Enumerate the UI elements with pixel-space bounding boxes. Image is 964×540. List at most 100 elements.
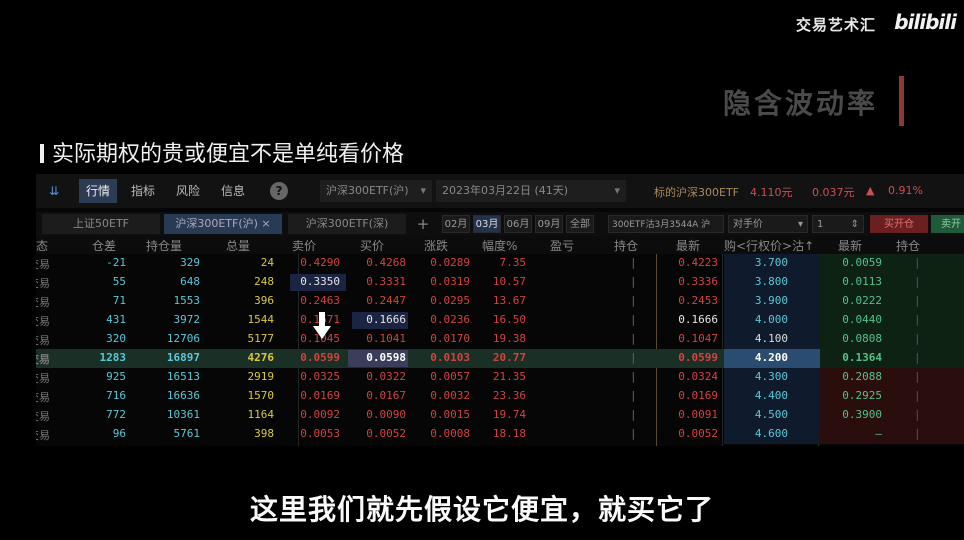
month-jun[interactable]: 06月 — [504, 215, 532, 233]
tab-csi300-sz[interactable]: 沪深300ETF(深) — [288, 214, 406, 234]
cell-plast[interactable]: 0.0113 — [842, 275, 882, 288]
cell-last[interactable]: 0.0091 — [678, 408, 718, 421]
cell-pct: 16.50 — [492, 313, 526, 326]
cell-plast[interactable]: 0.0440 — [842, 313, 882, 326]
cell-plast[interactable]: 0.3900 — [842, 408, 882, 421]
underlying-select[interactable]: 沪深300ETF(沪) ▾ — [320, 180, 432, 202]
cell-strike: 4.600 — [754, 427, 788, 440]
table-row[interactable]: 交易 772 10361 1164 0.0092 0.0090 0.0015 19.74 0.0… — [36, 406, 964, 425]
cell-bid[interactable]: 0.2447 — [366, 294, 406, 307]
qty-stepper[interactable]: 1 ⇕ — [812, 215, 864, 233]
cell-pct: 10.57 — [492, 275, 526, 288]
sort-icon[interactable]: ⇊ — [48, 184, 60, 198]
position-marker: | — [914, 294, 921, 307]
cell-pct: 19.74 — [492, 408, 526, 421]
target-label: 标的沪深300ETF — [654, 186, 739, 199]
cell-bid[interactable]: 0.0598 — [366, 351, 406, 364]
col-oi[interactable]: 持仓量 — [146, 239, 183, 253]
col-put-position[interactable]: 持仓 — [896, 239, 921, 253]
cell-ask[interactable]: 0.4290 — [300, 256, 340, 269]
cell-plast[interactable]: 0.2088 — [842, 370, 882, 383]
col-position[interactable]: 持仓 — [614, 239, 639, 253]
table-row[interactable]: 交易 1283 16897 4276 0.0599 0.0598 0.0103 20.77 0.… — [36, 349, 964, 368]
buy-open-button[interactable]: 买开仓 — [870, 215, 928, 233]
cell-last[interactable]: 0.0169 — [678, 389, 718, 402]
sell-open-button[interactable]: 卖开 — [931, 215, 964, 233]
col-bid[interactable]: 买价 — [360, 239, 385, 253]
cell-plast[interactable]: 0.0222 — [842, 294, 882, 307]
cell-chg: 0.0008 — [430, 427, 470, 440]
table-row[interactable]: 交易 320 12706 5177 0.1045 0.1041 0.0170 19.38 0.1… — [36, 330, 964, 349]
cell-last[interactable]: 0.4223 — [678, 256, 718, 269]
col-pnl[interactable]: 盈亏 — [550, 239, 575, 253]
tab-csi300-sh[interactable]: 沪深300ETF(沪) × — [164, 214, 282, 234]
cell-plast[interactable]: 0.1364 — [842, 351, 882, 364]
close-icon[interactable]: × — [261, 217, 271, 230]
cell-ask[interactable]: 0.3350 — [300, 275, 340, 288]
cell-bid[interactable]: 0.1666 — [366, 313, 406, 326]
cell-ask[interactable]: 0.0092 — [300, 408, 340, 421]
cell-plast[interactable]: 0.0059 — [842, 256, 882, 269]
price-type-select[interactable]: 对手价 ▾ — [728, 215, 808, 233]
cell-ask[interactable]: 0.0599 — [300, 351, 340, 364]
month-mar[interactable]: 03月 — [473, 215, 501, 233]
tab-indicators[interactable]: 指标 — [130, 184, 155, 198]
chevron-down-icon: ▾ — [420, 184, 426, 197]
col-change[interactable]: 涨跌 — [424, 239, 449, 253]
col-volume[interactable]: 总量 — [226, 239, 251, 253]
cell-last[interactable]: 0.0599 — [678, 351, 718, 364]
cell-plast[interactable]: 0.2925 — [842, 389, 882, 402]
table-row[interactable]: 交易 96 5761 398 0.0053 0.0052 0.0008 18.18 0.0052… — [36, 425, 964, 444]
cell-last[interactable]: 0.0324 — [678, 370, 718, 383]
col-last[interactable]: 最新 — [676, 239, 701, 253]
strike-cell-bg — [724, 349, 820, 368]
col-oi-diff[interactable]: 仓差 — [92, 239, 117, 253]
cell-status: 交易 — [36, 277, 50, 290]
table-row[interactable]: 交易 925 16513 2919 0.0325 0.0322 0.0057 21.35 0.0… — [36, 368, 964, 387]
cell-bid[interactable]: 0.3331 — [366, 275, 406, 288]
col-ask[interactable]: 卖价 — [292, 239, 317, 253]
tab-info[interactable]: 信息 — [220, 184, 245, 198]
cell-plast[interactable]: — — [875, 427, 882, 440]
month-sep[interactable]: 09月 — [535, 215, 563, 233]
add-tab-button[interactable]: + — [412, 214, 434, 234]
cell-pct: 23.36 — [492, 389, 526, 402]
help-icon[interactable]: ? — [270, 182, 288, 200]
cell-last[interactable]: 0.2453 — [678, 294, 718, 307]
cell-ask[interactable]: 0.0325 — [300, 370, 340, 383]
cell-bid[interactable]: 0.0322 — [366, 370, 406, 383]
cell-last[interactable]: 0.0052 — [678, 427, 718, 440]
cell-vol: 1164 — [247, 408, 275, 421]
contract-field[interactable]: 300ETF沽3月3544A 沪 — [608, 215, 724, 233]
cell-chg: 0.0103 — [430, 351, 470, 364]
table-row[interactable]: 交易 71 1553 396 0.2463 0.2447 0.0295 13.67 0.2453… — [36, 292, 964, 311]
col-strike[interactable]: 购<行权价>沽↑ — [724, 239, 815, 253]
tab-risk[interactable]: 风险 — [175, 184, 200, 198]
col-pct[interactable]: 幅度% — [482, 239, 518, 253]
month-all[interactable]: 全部 — [566, 215, 594, 233]
table-row[interactable]: 交易 716 16636 1570 0.0169 0.0167 0.0032 23.36 0.0… — [36, 387, 964, 406]
cell-ask[interactable]: 0.1045 — [300, 332, 340, 345]
cell-ask[interactable]: 0.0169 — [300, 389, 340, 402]
cell-bid[interactable]: 0.4268 — [366, 256, 406, 269]
tab-quotes[interactable]: 行情 — [79, 179, 117, 203]
cell-last[interactable]: 0.1047 — [678, 332, 718, 345]
col-put-last[interactable]: 最新 — [838, 239, 863, 253]
tab-sse50etf[interactable]: 上证50ETF — [42, 214, 160, 234]
cell-oi: 329 — [180, 256, 200, 269]
cell-bid[interactable]: 0.0052 — [366, 427, 406, 440]
cell-bid[interactable]: 0.1041 — [366, 332, 406, 345]
cell-ask[interactable]: 0.2463 — [300, 294, 340, 307]
cell-ask[interactable]: 0.0053 — [300, 427, 340, 440]
cell-last[interactable]: 0.1666 — [678, 313, 718, 326]
cell-strike: 3.800 — [754, 275, 788, 288]
table-row[interactable]: 交易 -21 329 24 0.4290 0.4268 0.0289 7.35 0.4223 3.… — [36, 254, 964, 273]
table-row[interactable]: 交易 55 648 248 0.3350 0.3331 0.0319 10.57 0.3336 3… — [36, 273, 964, 292]
cell-last[interactable]: 0.3336 — [678, 275, 718, 288]
cell-plast[interactable]: 0.0808 — [842, 332, 882, 345]
table-row[interactable]: 交易431397215440.16710.16660.023616.500.16… — [36, 311, 964, 330]
expiry-select[interactable]: 2023年03月22日 (41天) ▾ — [436, 180, 626, 202]
month-feb[interactable]: 02月 — [442, 215, 470, 233]
cell-bid[interactable]: 0.0167 — [366, 389, 406, 402]
cell-bid[interactable]: 0.0090 — [366, 408, 406, 421]
